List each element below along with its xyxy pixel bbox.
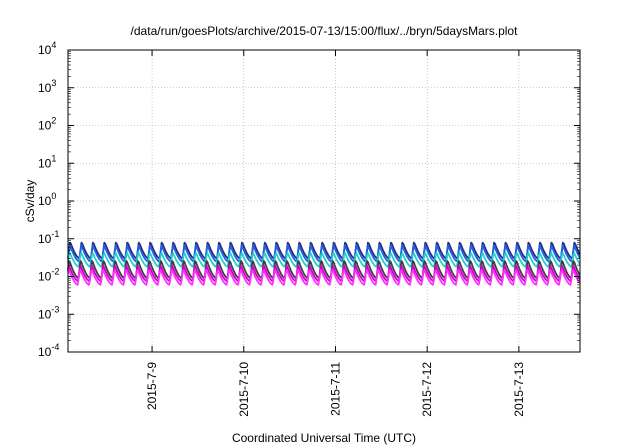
series-group [67, 241, 581, 286]
y-axis: 104 103 102 101 100 10-1 10-2 10-3 10-4 [38, 40, 580, 359]
series-line [67, 244, 581, 263]
y-tick-label: 101 [38, 153, 56, 170]
x-axis-label: Coordinated Universal Time (UTC) [232, 431, 416, 445]
y-axis-label: cSv/day [23, 180, 37, 223]
x-tick-label: 2015-7-11 [328, 362, 342, 416]
x-tick-label: 2015-7-9 [145, 362, 159, 410]
y-tick-label: 100 [38, 191, 56, 208]
y-tick-label: 104 [38, 40, 56, 57]
series-line [67, 269, 581, 286]
y-tick-label: 10-1 [38, 229, 59, 246]
x-tick-label: 2015-7-13 [512, 362, 526, 417]
y-tick-label: 10-3 [38, 304, 59, 321]
y-tick-label: 10-2 [38, 267, 59, 284]
y-tick-label: 102 [38, 116, 56, 133]
series-line [67, 264, 581, 282]
grid [68, 50, 580, 352]
series-line [67, 241, 581, 260]
x-tick-label: 2015-7-12 [420, 362, 434, 417]
series-line [67, 260, 581, 280]
chart-title: /data/run/goesPlots/archive/2015-07-13/1… [131, 24, 519, 38]
x-axis: 2015-7-9 2015-7-10 2015-7-11 2015-7-12 2015-… [145, 50, 526, 417]
series-line [67, 252, 581, 268]
y-tick-label: 103 [38, 78, 56, 95]
x-tick-label: 2015-7-10 [237, 362, 251, 417]
y-tick-label: 10-4 [38, 342, 59, 359]
